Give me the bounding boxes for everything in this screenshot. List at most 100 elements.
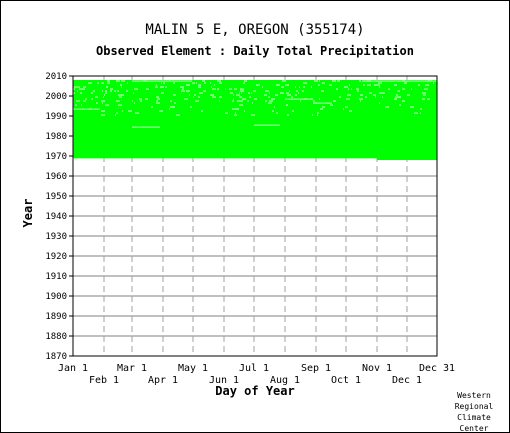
missing-data-speckle	[230, 92, 233, 94]
missing-data-speckle	[365, 96, 367, 98]
missing-data-speckle	[382, 96, 383, 98]
missing-data-speckle	[88, 82, 92, 84]
data-row	[73, 134, 437, 137]
missing-data-speckle	[402, 80, 405, 82]
data-row	[73, 106, 437, 109]
missing-data-speckle	[104, 94, 105, 96]
missing-data-speckle	[103, 100, 104, 102]
missing-data-gap	[132, 80, 192, 82]
missing-data-speckle	[243, 82, 245, 84]
missing-data-speckle	[317, 112, 319, 114]
missing-data-speckle	[423, 94, 426, 96]
x-tick-label: May 1	[178, 363, 208, 374]
missing-data-speckle	[140, 100, 142, 102]
missing-data-speckle	[264, 94, 267, 96]
y-tick-label: 1970	[45, 152, 67, 162]
missing-data-speckle	[156, 96, 159, 98]
missing-data-speckle	[233, 98, 234, 100]
missing-data-speckle	[300, 100, 301, 102]
chart-subtitle: Observed Element : Daily Total Precipita…	[96, 44, 414, 58]
missing-data-speckle	[105, 90, 107, 92]
missing-data-speckle	[399, 104, 401, 106]
missing-data-speckle	[79, 86, 80, 88]
missing-data-speckle	[196, 82, 197, 84]
missing-data-speckle	[373, 94, 376, 96]
x-tick-label: Dec 1	[392, 375, 422, 386]
missing-data-speckle	[302, 90, 304, 92]
missing-data-speckle	[201, 110, 203, 112]
y-tick-label: 1920	[45, 252, 67, 262]
missing-data-speckle	[379, 102, 380, 104]
data-row	[73, 150, 437, 153]
x-tick-label: Feb 1	[89, 375, 119, 386]
missing-data-gap	[132, 126, 160, 128]
data-row	[73, 80, 437, 83]
missing-data-speckle	[360, 94, 363, 96]
data-row	[73, 86, 437, 89]
missing-data-speckle	[240, 88, 244, 90]
missing-data-speckle	[187, 84, 189, 86]
missing-data-speckle	[195, 100, 199, 102]
missing-data-speckle	[145, 98, 148, 100]
missing-data-speckle	[163, 82, 165, 84]
missing-data-speckle	[121, 86, 122, 88]
missing-data-speckle	[289, 90, 290, 92]
y-tick-label: 2000	[45, 92, 67, 102]
missing-data-speckle	[369, 92, 372, 94]
missing-data-speckle	[400, 96, 401, 98]
missing-data-speckle	[269, 92, 270, 94]
missing-data-speckle	[237, 108, 239, 110]
missing-data-speckle	[76, 100, 80, 102]
missing-data-speckle	[239, 92, 240, 94]
missing-data-speckle	[210, 94, 214, 96]
x-tick-label: Oct 1	[331, 375, 361, 386]
missing-data-speckle	[181, 90, 185, 92]
missing-data-speckle	[339, 80, 340, 82]
missing-data-speckle	[133, 92, 134, 94]
data-row	[73, 118, 437, 121]
missing-data-speckle	[134, 102, 135, 104]
data-row	[73, 110, 437, 113]
credit-block: Western Regional Climate Center	[449, 390, 499, 432]
credit-line-1: Western	[457, 391, 491, 400]
data-row	[73, 100, 437, 103]
missing-data-speckle	[402, 100, 405, 102]
data-row	[73, 144, 437, 147]
missing-data-speckle	[116, 80, 120, 82]
missing-data-speckle	[299, 86, 300, 88]
missing-data-speckle	[176, 114, 180, 116]
missing-data-speckle	[165, 86, 167, 88]
missing-data-speckle	[190, 106, 192, 108]
missing-data-speckle	[118, 94, 120, 96]
missing-data-speckle	[119, 96, 122, 98]
missing-data-gap	[362, 80, 437, 82]
missing-data-speckle	[192, 82, 195, 84]
missing-data-speckle	[356, 88, 359, 90]
missing-data-speckle	[114, 90, 116, 92]
missing-data-speckle	[235, 112, 236, 114]
missing-data-speckle	[420, 108, 422, 110]
missing-data-speckle	[425, 84, 429, 86]
data-row	[73, 120, 437, 123]
missing-data-speckle	[96, 102, 98, 104]
missing-data-speckle	[236, 108, 237, 110]
missing-data-speckle	[254, 114, 255, 116]
missing-data-speckle	[262, 86, 263, 88]
missing-data-speckle	[360, 100, 361, 102]
missing-data-speckle	[121, 80, 125, 82]
missing-data-speckle	[159, 110, 163, 112]
missing-data-speckle	[93, 90, 95, 92]
missing-data-speckle	[363, 84, 365, 86]
missing-data-speckle	[233, 94, 234, 96]
missing-data-speckle	[102, 90, 103, 92]
x-tick-label: Mar 1	[117, 363, 147, 374]
missing-data-speckle	[81, 104, 82, 106]
missing-data-speckle	[375, 96, 376, 98]
missing-data-speckle	[77, 90, 78, 92]
y-tick-label: 1890	[45, 312, 67, 322]
y-tick-label: 2010	[45, 72, 67, 82]
missing-data-speckle	[251, 92, 252, 94]
missing-data-speckle	[198, 84, 201, 86]
missing-data-speckle	[186, 90, 190, 92]
